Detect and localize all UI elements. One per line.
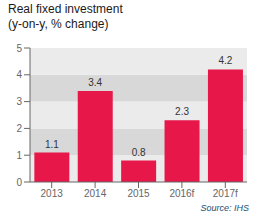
svg-text:4.2: 4.2	[218, 55, 232, 66]
svg-text:1.1: 1.1	[45, 139, 59, 150]
svg-text:3.4: 3.4	[88, 77, 102, 88]
svg-text:0: 0	[16, 177, 22, 188]
html-text:(y-on-y, % change): (y-on-y, % change)	[8, 17, 109, 31]
svg-text:2017f: 2017f	[213, 188, 238, 199]
html-text:Source: IHS: Source: IHS	[200, 203, 249, 213]
svg-text:2: 2	[16, 123, 22, 134]
svg-text:0.8: 0.8	[132, 147, 146, 158]
svg-text:4: 4	[16, 69, 22, 80]
svg-text:5: 5	[16, 43, 22, 54]
svg-text:2014: 2014	[84, 188, 107, 199]
svg-text:3: 3	[16, 96, 22, 107]
svg-text:2.3: 2.3	[175, 106, 189, 117]
svg-text:2016f: 2016f	[169, 188, 194, 199]
svg-text:2013: 2013	[41, 188, 64, 199]
html-text:Real fixed investment: Real fixed investment	[8, 2, 123, 16]
svg-text:1: 1	[16, 150, 22, 161]
svg-text:2015: 2015	[127, 188, 150, 199]
